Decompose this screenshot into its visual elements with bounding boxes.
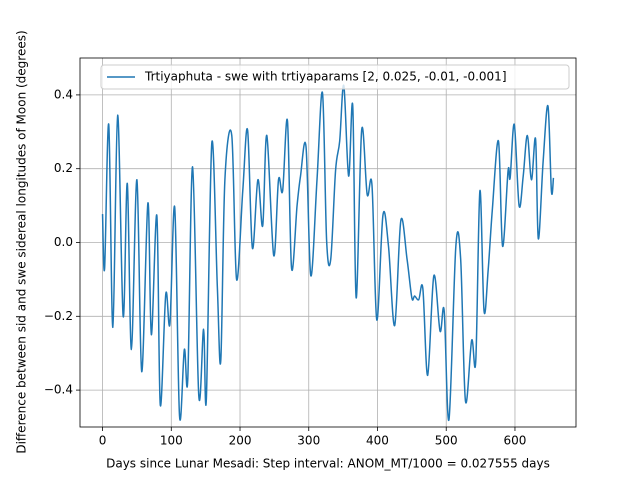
x-tick-label: 300	[297, 434, 320, 448]
y-tick-label: 0.2	[54, 161, 73, 175]
x-tick-label: 400	[366, 434, 389, 448]
legend-box	[100, 64, 570, 90]
y-axis-label: Difference between sid and swe sidereal …	[15, 30, 29, 453]
plot-frame	[79, 57, 577, 428]
x-axis-label: Days since Lunar Mesadi: Step interval: …	[106, 457, 550, 471]
x-tick-label: 100	[160, 434, 183, 448]
y-tick-label: 0.4	[54, 87, 73, 101]
y-tick-label: 0.0	[54, 235, 73, 249]
x-tick-label: 200	[229, 434, 252, 448]
y-tick-label: −0.2	[44, 309, 73, 323]
x-tick-label: 500	[435, 434, 458, 448]
x-tick-label: 600	[504, 434, 527, 448]
x-tick-label: 0	[99, 434, 107, 448]
data-line	[101, 84, 555, 421]
y-tick-label: −0.4	[44, 383, 73, 397]
legend-label: Trtiyaphuta - swe with trtiyaparams [2, …	[144, 70, 507, 84]
